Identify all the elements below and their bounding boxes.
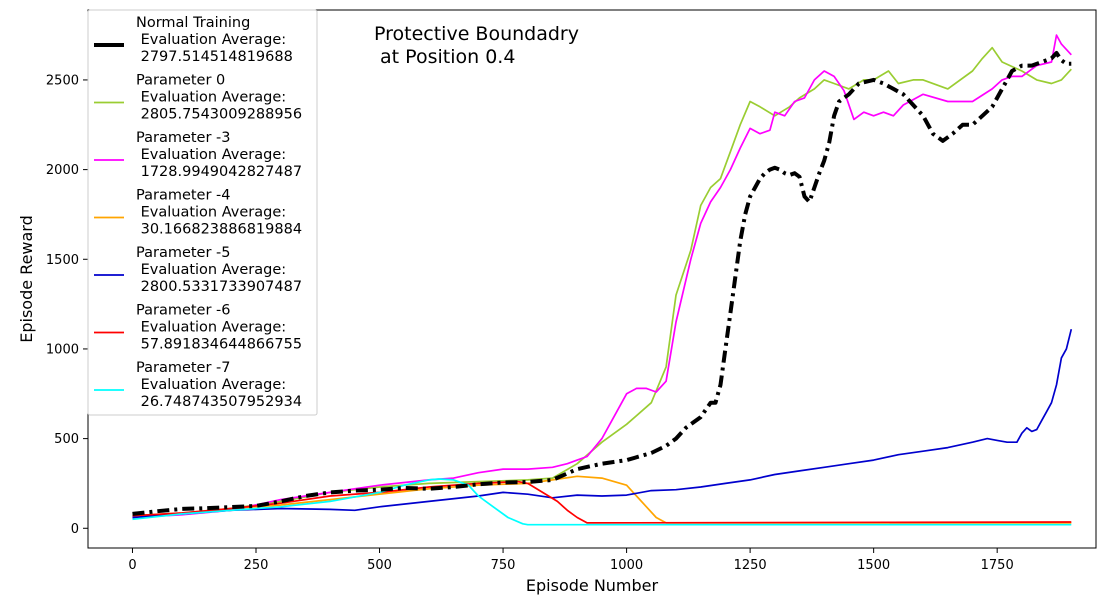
legend-entry-3-line-0: Parameter -4	[136, 188, 231, 204]
x-tick-label-3: 750	[491, 558, 516, 573]
y-tick-label-1: 500	[54, 432, 79, 447]
legend-entry-6: Parameter -7 Evaluation Average: 26.7487…	[136, 360, 302, 410]
x-axis-label: Episode Number	[526, 576, 659, 595]
y-axis-label: Episode Reward	[17, 215, 36, 343]
x-tick-label-7: 1750	[981, 558, 1014, 573]
legend-entry-4: Parameter -5 Evaluation Average: 2800.53…	[136, 245, 302, 295]
legend-entry-2-line-1: Evaluation Average:	[136, 147, 286, 163]
chart-title-line-2: at Position 0.4	[374, 46, 515, 68]
legend-entry-3-line-2: 30.166823886819884	[136, 222, 302, 238]
legend-entry-5-line-0: Parameter -6	[136, 303, 231, 319]
legend-entry-4-line-1: Evaluation Average:	[136, 262, 286, 278]
legend-entry-6-line-0: Parameter -7	[136, 360, 231, 376]
legend-box	[87, 9, 318, 416]
series-line-4	[132, 328, 1073, 519]
legend-entry-6-line-1: Evaluation Average:	[136, 377, 286, 393]
legend-entry-1: Parameter 0 Evaluation Average: 2805.754…	[136, 73, 302, 123]
y-tick-label-2: 1000	[46, 342, 79, 357]
x-tick-label-6: 1500	[857, 558, 890, 573]
legend-entry-5-line-1: Evaluation Average:	[136, 320, 286, 336]
x-tick-label-4: 1000	[610, 558, 643, 573]
legend-entry-6-line-2: 26.748743507952934	[136, 394, 302, 410]
legend-entry-0-line-0: Normal Training	[136, 15, 250, 31]
legend: Normal Training Evaluation Average: 2797…	[87, 9, 318, 416]
y-tick-label-3: 1500	[46, 253, 79, 268]
x-tick-label-5: 1250	[734, 558, 767, 573]
legend-entry-3-line-1: Evaluation Average:	[136, 205, 286, 221]
legend-entry-4-line-0: Parameter -5	[136, 245, 231, 261]
legend-entry-1-line-1: Evaluation Average:	[136, 90, 286, 106]
series-line-6	[132, 478, 1072, 526]
legend-entry-3: Parameter -4 Evaluation Average: 30.1668…	[136, 188, 302, 238]
legend-entry-2-line-0: Parameter -3	[136, 130, 231, 146]
x-tick-label-0: 0	[128, 558, 136, 573]
legend-entry-4-line-2: 2800.5331733907487	[136, 279, 302, 295]
legend-entry-5: Parameter -6 Evaluation Average: 57.8918…	[136, 303, 302, 353]
series-line-2	[132, 34, 1072, 519]
legend-entry-0: Normal Training Evaluation Average: 2797…	[136, 15, 293, 65]
chart-title-line-1: Protective Boundadry	[374, 23, 579, 45]
axis-ticks: 0 250 500 750 1000 1250 1500 1750 0 500 1000 1500 20…	[46, 73, 1014, 573]
legend-entry-2: Parameter -3 Evaluation Average: 1728.99…	[136, 130, 302, 180]
legend-entry-1-line-0: Parameter 0	[136, 73, 225, 89]
y-tick-label-5: 2500	[46, 73, 79, 88]
x-tick-label-1: 250	[244, 558, 269, 573]
legend-entry-0-line-2: 2797.514514819688	[136, 49, 293, 65]
chart-title: Protective Boundadry at Position 0.4	[374, 23, 585, 68]
series-line-3	[132, 475, 1072, 524]
x-tick-label-2: 500	[367, 558, 392, 573]
y-tick-label-4: 2000	[46, 163, 79, 178]
y-tick-label-0: 0	[71, 522, 79, 537]
legend-entry-5-line-2: 57.891834644866755	[136, 337, 302, 353]
legend-entry-1-line-2: 2805.7543009288956	[136, 107, 302, 123]
legend-entry-2-line-2: 1728.9949042827487	[136, 164, 302, 180]
series-line-0	[132, 51, 1072, 516]
legend-entry-0-line-1: Evaluation Average:	[136, 32, 286, 48]
series-lines	[132, 34, 1073, 526]
